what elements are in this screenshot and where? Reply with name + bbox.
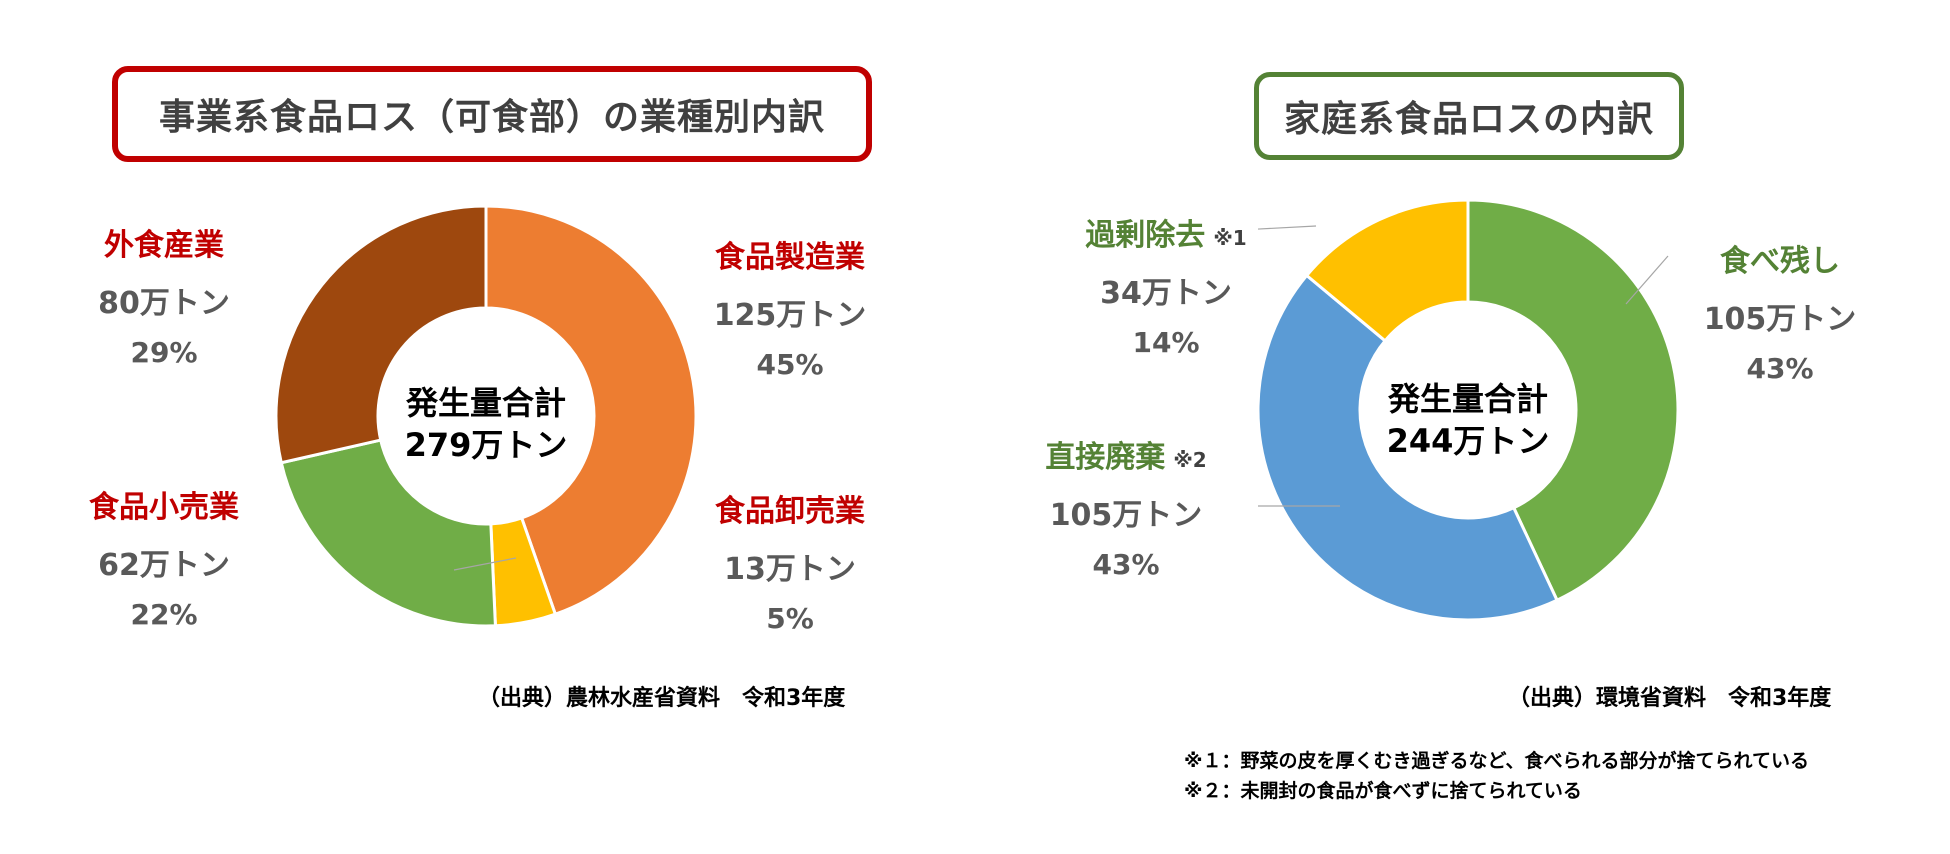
slice-percent: 5% <box>766 602 814 635</box>
donut-slice-2 <box>1304 200 1470 343</box>
label-excess-removal: 過剰除去 ※1 34万トン 14% <box>1066 210 1266 359</box>
donut-slice-0 <box>484 206 696 617</box>
footnote-mark: ※1 <box>1213 226 1247 250</box>
slice-name: 食べ残し <box>1720 244 1840 279</box>
slice-name-text: 直接廃棄 <box>1045 440 1166 475</box>
leader-line-0 <box>1258 225 1317 230</box>
business-source: （出典）農林水産省資料 令和3年度 <box>478 686 846 711</box>
label-food-wholesale: 食品卸売業 13万トン 5% <box>690 486 890 635</box>
slice-value: 105万トン <box>1703 302 1857 337</box>
slice-value: 13万トン <box>724 552 856 587</box>
slice-name: 外食産業 <box>104 228 224 263</box>
slice-name: 食品製造業 <box>715 240 865 275</box>
household-donut-chart <box>1258 200 1678 620</box>
slice-value: 62万トン <box>98 548 230 583</box>
business-center-line1: 発生量合計 <box>405 384 566 422</box>
household-source: （出典）環境省資料 令和3年度 <box>1508 686 1832 711</box>
household-center-label: 発生量合計 244万トン <box>1348 378 1588 462</box>
household-chart-title: 家庭系食品ロスの内訳 <box>1254 72 1684 160</box>
slice-value: 34万トン <box>1100 276 1232 311</box>
footnote-mark: ※2 <box>1173 448 1207 472</box>
household-center-line2: 244万トン <box>1386 422 1550 460</box>
slice-name: 直接廃棄 ※2 <box>1026 432 1226 476</box>
business-chart-title: 事業系食品ロス（可食部）の業種別内訳 <box>112 66 872 162</box>
slice-percent: 14% <box>1132 326 1200 359</box>
slice-percent: 29% <box>130 336 198 369</box>
label-leftovers: 食べ残し 105万トン 43% <box>1690 236 1870 385</box>
leader-line-2 <box>1625 255 1669 305</box>
slice-percent: 43% <box>1092 548 1160 581</box>
footnote-2: ※２：未開封の食品が食べずに捨てられている <box>1184 780 1582 802</box>
business-center-line2: 279万トン <box>404 426 568 464</box>
slice-name: 食品小売業 <box>89 490 239 525</box>
donut-slice-2 <box>279 438 497 626</box>
slice-name-text: 過剰除去 <box>1085 218 1206 253</box>
donut-slice-3 <box>276 206 488 465</box>
slice-name: 過剰除去 ※1 <box>1066 210 1266 254</box>
slice-name: 食品卸売業 <box>715 494 865 529</box>
slice-percent: 22% <box>130 598 198 631</box>
donut-slice-0 <box>1466 200 1678 603</box>
footnote-1: ※１：野菜の皮を厚くむき過ぎるなど、食べられる部分が捨てられている <box>1184 750 1809 772</box>
label-food-service: 外食産業 80万トン 29% <box>64 220 264 369</box>
business-donut-chart <box>276 206 696 626</box>
donut-slice-1 <box>1258 273 1560 620</box>
slice-percent: 43% <box>1746 352 1814 385</box>
slice-value: 105万トン <box>1049 498 1203 533</box>
label-direct-disposal: 直接廃棄 ※2 105万トン 43% <box>1026 432 1226 581</box>
label-food-manufacturing: 食品製造業 125万トン 45% <box>690 232 890 381</box>
leader-line-0 <box>453 557 517 571</box>
household-center-line1: 発生量合計 <box>1387 380 1548 418</box>
slice-value: 80万トン <box>98 286 230 321</box>
business-center-label: 発生量合計 279万トン <box>366 382 606 466</box>
label-food-retail: 食品小売業 62万トン 22% <box>64 482 264 631</box>
slice-percent: 45% <box>756 348 824 381</box>
slice-value: 125万トン <box>713 298 867 333</box>
